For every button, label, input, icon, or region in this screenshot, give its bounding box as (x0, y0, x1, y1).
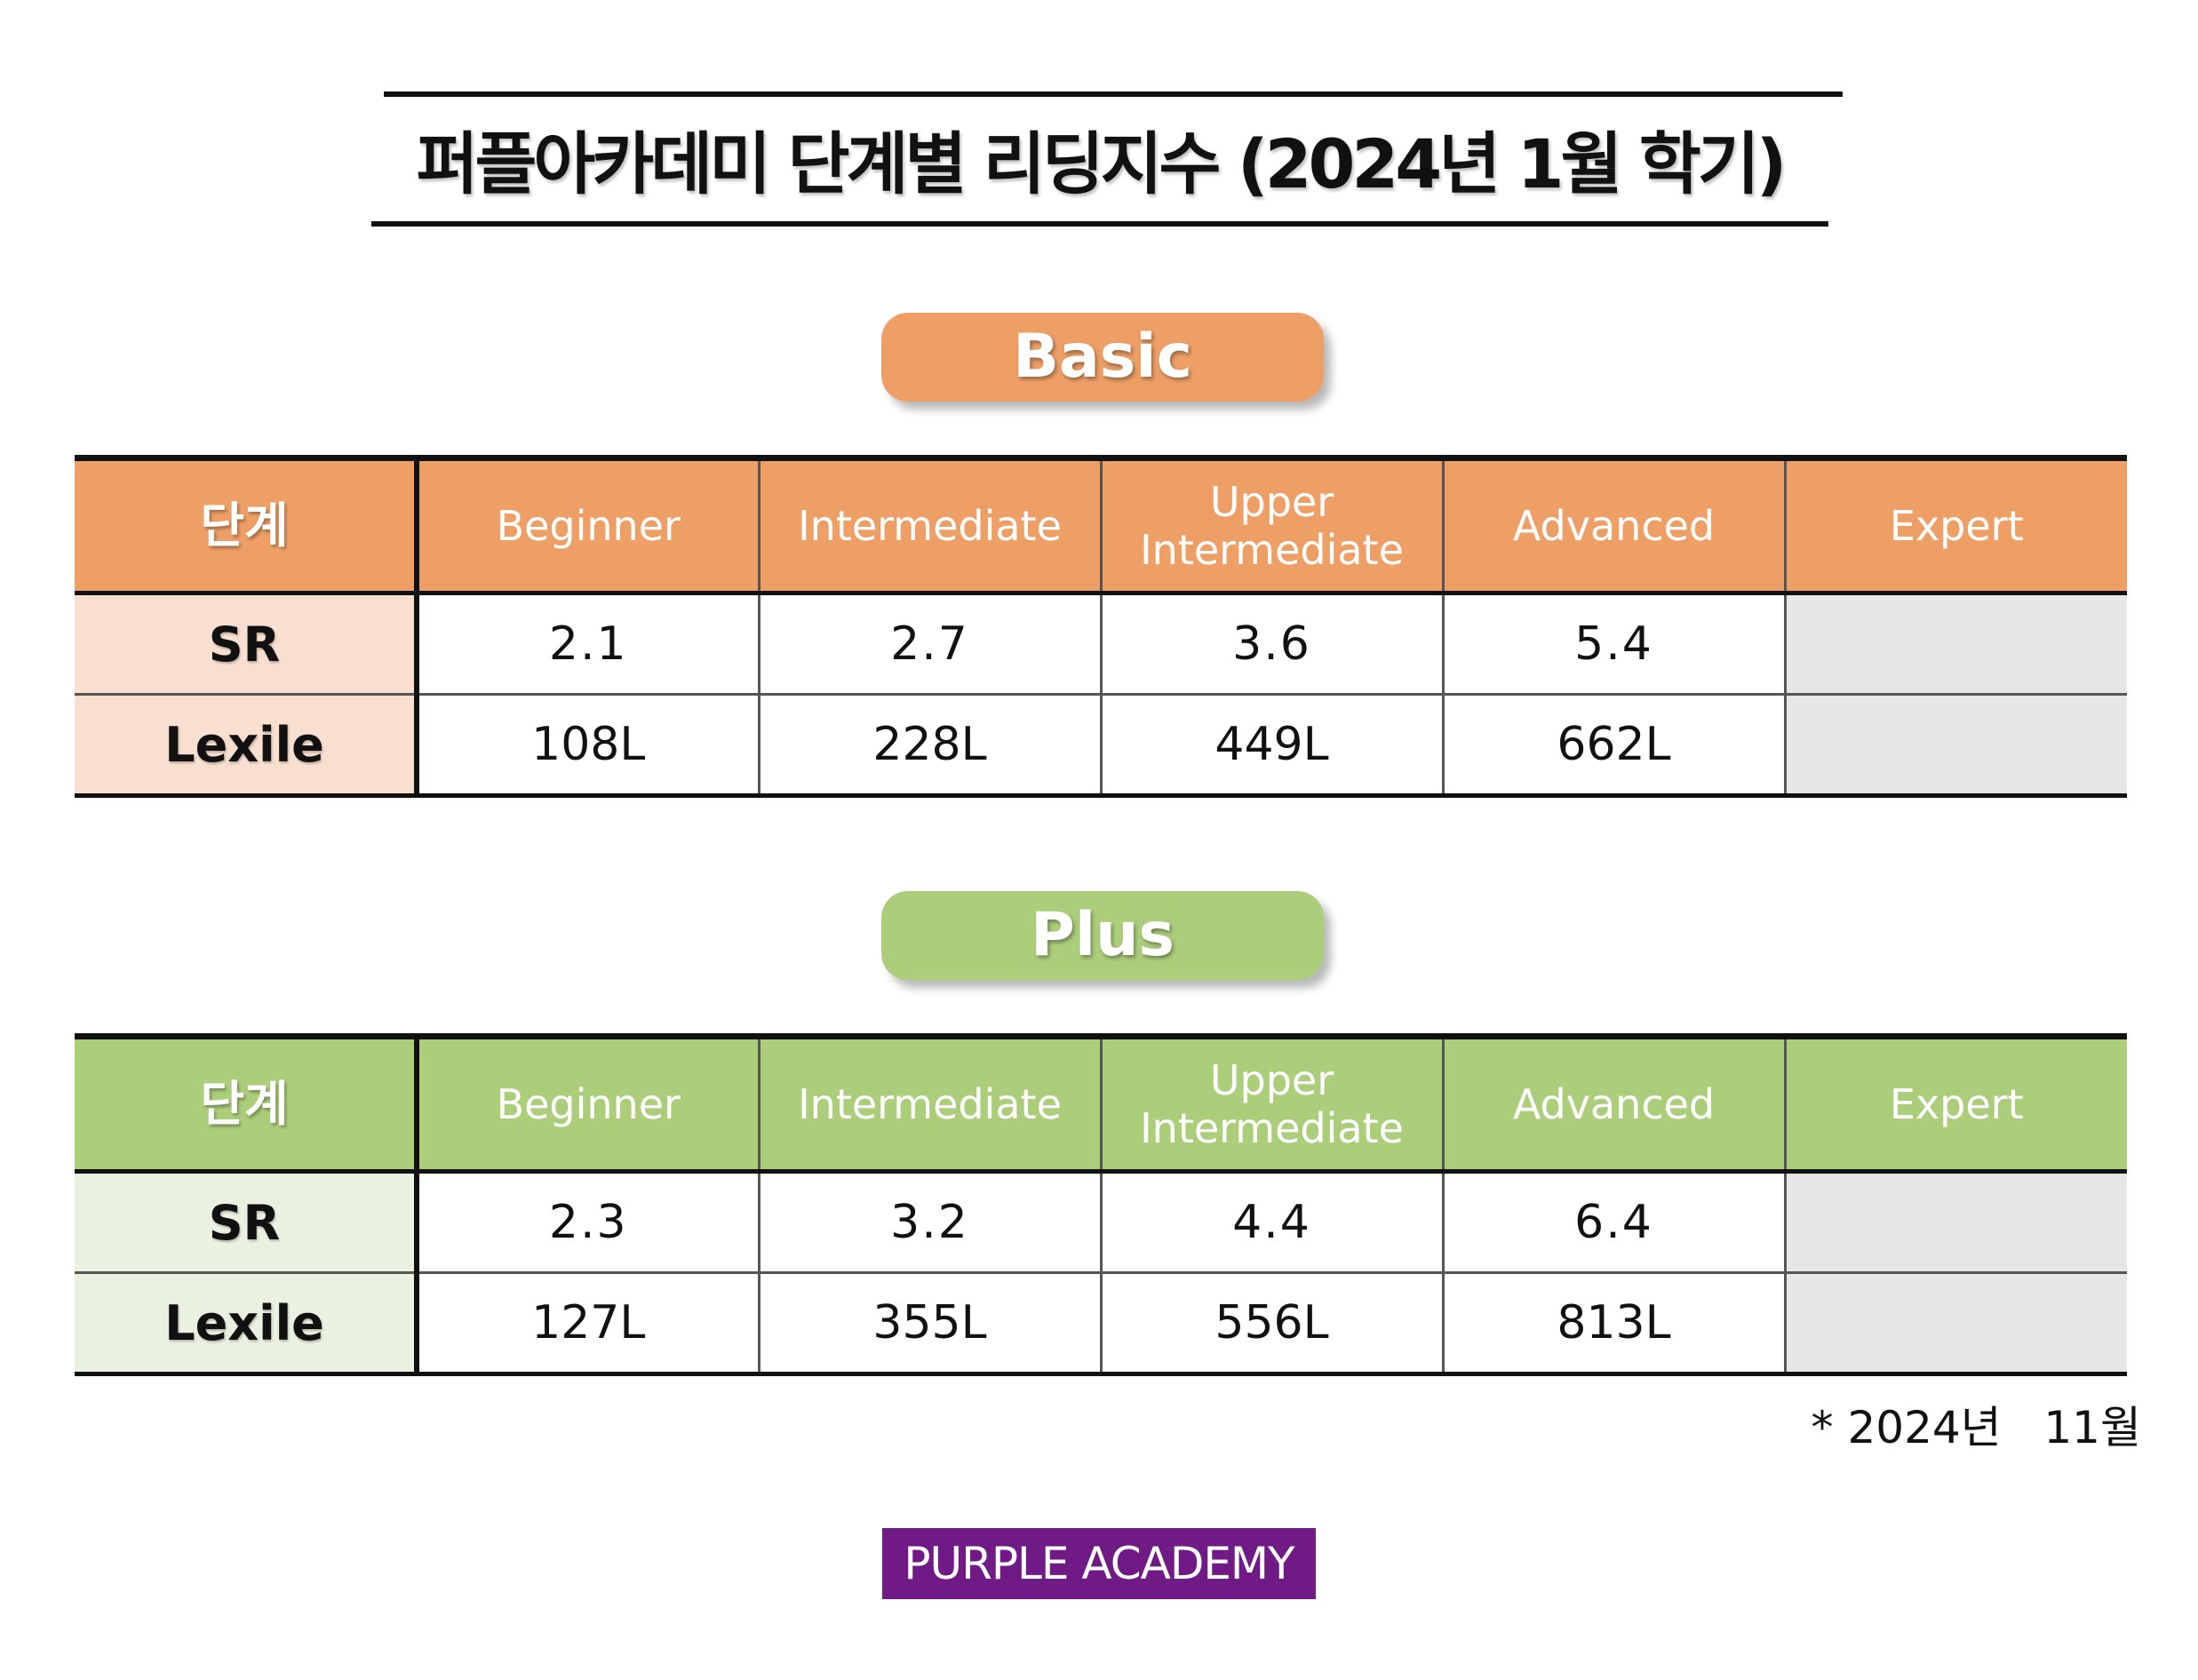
cell-lexile-intermediate: 228L (757, 694, 1103, 798)
cell-sr-advanced: 5.4 (1441, 593, 1787, 696)
cell-sr-expert (1783, 593, 2127, 696)
cell-sr-intermediate: 2.7 (757, 593, 1103, 696)
header-level-advanced: Advanced (1441, 455, 1787, 595)
brand-logo: PURPLE ACADEMY (882, 1528, 1316, 1599)
header-level-advanced: Advanced (1441, 1033, 1787, 1174)
header-level-upper-intermediate: Upper Intermediate (1099, 455, 1445, 595)
table-row-lexile: Lexile 108L 228L 449L 662L (75, 694, 2127, 798)
header-level-beginner: Beginner (415, 1033, 761, 1174)
table-header-row: 단계 Beginner Intermediate Upper Intermedi… (75, 1033, 2127, 1174)
page-title: 퍼플아카데미 단계별 리딩지수 (2024년 1월 학기) (416, 124, 1788, 203)
table-row-lexile: Lexile 127L 355L 556L 813L (75, 1272, 2127, 1376)
title-bottom-rule (371, 221, 1828, 227)
title-top-rule (384, 92, 1843, 97)
basic-section-badge: Basic (881, 313, 1324, 402)
cell-sr-intermediate: 3.2 (757, 1171, 1103, 1274)
date-footnote: * 2024년 11월 (1811, 1402, 2141, 1453)
cell-lexile-intermediate: 355L (757, 1272, 1103, 1376)
row-label-sr: SR (75, 593, 419, 696)
header-level-expert: Expert (1783, 455, 2127, 595)
cell-sr-upper-intermediate: 3.6 (1099, 593, 1445, 696)
basic-reading-index-table: 단계 Beginner Intermediate Upper Intermedi… (75, 455, 2127, 798)
table-row-sr: SR 2.3 3.2 4.4 6.4 (75, 1171, 2127, 1274)
cell-sr-expert (1783, 1171, 2127, 1274)
cell-lexile-upper-intermediate: 556L (1099, 1272, 1445, 1376)
header-level-intermediate: Intermediate (757, 1033, 1103, 1174)
header-level-beginner: Beginner (415, 455, 761, 595)
header-level-expert: Expert (1783, 1033, 2127, 1174)
header-level-intermediate: Intermediate (757, 455, 1103, 595)
plus-section-badge: Plus (881, 891, 1324, 980)
cell-lexile-advanced: 813L (1441, 1272, 1787, 1376)
cell-lexile-upper-intermediate: 449L (1099, 694, 1445, 798)
cell-lexile-expert (1783, 694, 2127, 798)
cell-sr-advanced: 6.4 (1441, 1171, 1787, 1274)
table-header-row: 단계 Beginner Intermediate Upper Intermedi… (75, 455, 2127, 595)
row-label-lexile: Lexile (75, 694, 419, 798)
cell-lexile-advanced: 662L (1441, 694, 1787, 798)
header-stage-label: 단계 (75, 455, 419, 595)
plus-reading-index-table: 단계 Beginner Intermediate Upper Intermedi… (75, 1033, 2127, 1376)
title-block: 퍼플아카데미 단계별 리딩지수 (2024년 1월 학기) (371, 92, 1843, 230)
cell-sr-upper-intermediate: 4.4 (1099, 1171, 1445, 1274)
cell-lexile-expert (1783, 1272, 2127, 1376)
row-label-lexile: Lexile (75, 1272, 419, 1376)
header-stage-label: 단계 (75, 1033, 419, 1174)
cell-lexile-beginner: 108L (415, 694, 761, 798)
cell-sr-beginner: 2.1 (415, 593, 761, 696)
row-label-sr: SR (75, 1171, 419, 1274)
table-row-sr: SR 2.1 2.7 3.6 5.4 (75, 593, 2127, 696)
cell-lexile-beginner: 127L (415, 1272, 761, 1376)
cell-sr-beginner: 2.3 (415, 1171, 761, 1274)
header-level-upper-intermediate: Upper Intermediate (1099, 1033, 1445, 1174)
